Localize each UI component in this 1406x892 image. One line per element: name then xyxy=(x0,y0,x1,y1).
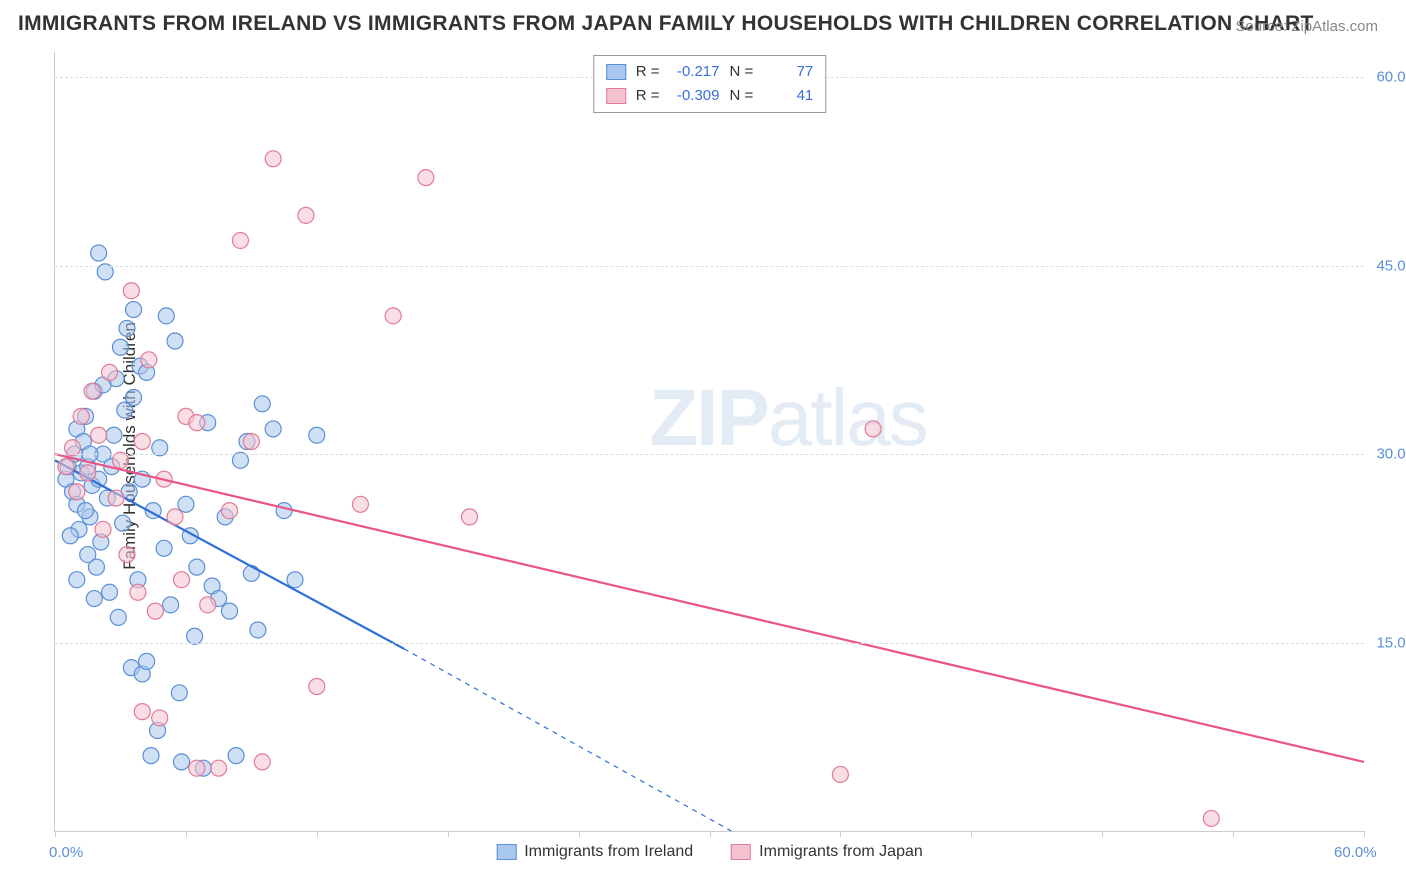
plot-area: ZIPatlas R = -0.217 N = 77 R = -0.309 N … xyxy=(54,52,1364,832)
source-label: Source: ZipAtlas.com xyxy=(1235,18,1378,35)
y-tick-label: 60.0% xyxy=(1376,69,1406,86)
swatch-ireland xyxy=(606,64,626,80)
y-tick-label: 30.0% xyxy=(1376,446,1406,463)
swatch-japan xyxy=(606,88,626,104)
legend-label: Immigrants from Ireland xyxy=(524,843,693,861)
swatch-ireland xyxy=(496,844,516,860)
chart-title: IMMIGRANTS FROM IRELAND VS IMMIGRANTS FR… xyxy=(18,12,1314,36)
legend-item-ireland: Immigrants from Ireland xyxy=(496,843,693,861)
legend-item-japan: Immigrants from Japan xyxy=(731,843,923,861)
correlation-legend: R = -0.217 N = 77 R = -0.309 N = 41 xyxy=(593,55,827,113)
chart-svg xyxy=(55,52,1364,831)
x-tick-label: 60.0% xyxy=(1334,844,1377,861)
swatch-japan xyxy=(731,844,751,860)
series-legend: Immigrants from Ireland Immigrants from … xyxy=(496,843,923,861)
y-tick-label: 45.0% xyxy=(1376,257,1406,274)
legend-row-japan: R = -0.309 N = 41 xyxy=(606,84,814,108)
x-tick-label: 0.0% xyxy=(49,844,83,861)
legend-label: Immigrants from Japan xyxy=(759,843,923,861)
legend-row-ireland: R = -0.217 N = 77 xyxy=(606,60,814,84)
y-tick-label: 15.0% xyxy=(1376,634,1406,651)
